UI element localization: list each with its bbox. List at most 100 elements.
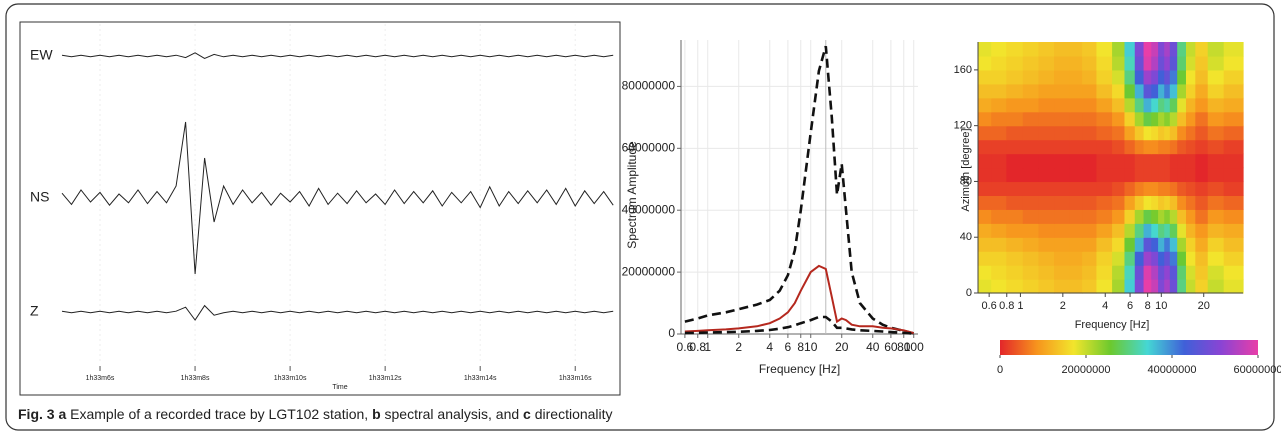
heatmap-cell [1177,251,1187,266]
heatmap-cell [1096,223,1113,238]
heatmap-cell [1134,55,1145,71]
heatmap-cell [1185,139,1196,155]
heatmap-cell [1082,181,1098,196]
heatmap-cell [1069,265,1083,280]
heatmap-cell [1207,55,1225,71]
heatmap-cell [1164,251,1171,266]
heatmap-cell [1054,251,1071,266]
heatmap-cell [1143,139,1152,155]
heatmap-cell [1164,209,1171,224]
heatmap-cell [978,251,992,266]
caption-part: Example of a recorded trace by LGT102 st… [66,406,372,422]
heatmap-cell [991,195,1007,210]
heatmap-cell [1006,223,1024,238]
heatmap-cell [1038,97,1055,113]
heatmap-cell [991,42,1007,57]
heatmap-cell [1124,42,1136,57]
heatmap-cell [1082,139,1098,155]
colorbar-tick-label: 20000000 [1062,364,1111,376]
heatmap-cell [1134,237,1145,252]
heatmap-cell [1134,223,1145,238]
heatmap-cell [1124,195,1136,210]
y-tick-label: 80000000 [622,79,676,93]
heatmap-cell [1207,153,1225,169]
heatmap-cell [1054,209,1071,224]
heatmap-cell [1151,125,1159,141]
heatmap-cell [1195,209,1209,224]
heatmap-cell [1185,83,1196,99]
heatmap-cell [991,83,1007,99]
heatmap-cell [1195,55,1209,71]
x-tick-label: 60 [884,340,898,354]
trace-line [61,304,614,321]
heatmap-cell [1038,167,1055,183]
heatmap-cell [1207,181,1225,196]
heatmap-cell [978,69,992,85]
heatmap-cell [1169,153,1178,169]
heatmap-cell [1054,111,1071,127]
x-tick-label: 0.8 [689,340,706,354]
heatmap-cell [1038,55,1055,71]
heatmap-cell [1223,251,1244,266]
heatmap-cell [1124,237,1136,252]
heatmap-cell [1177,111,1187,127]
heatmap-cell [1143,251,1152,266]
heatmap-cell [1082,265,1098,280]
heatmap-cell [1195,223,1209,238]
x-tick-label: 0.6 [982,300,997,312]
heatmap-cell [1038,195,1055,210]
heatmap-cell [1169,83,1178,99]
heatmap-cell [1223,265,1244,280]
heatmap-cell [1124,181,1136,196]
heatmap-cell [1054,83,1071,99]
heatmap-cell [1223,237,1244,252]
heatmap-cell [1164,111,1171,127]
heatmap-cell [1143,97,1152,113]
heatmap-cell [1082,69,1098,85]
x-tick-label: 20 [1198,300,1210,312]
heatmap-cell [1185,181,1196,196]
x-axis-label: Frequency [Hz] [759,362,840,376]
heatmap-cell [1169,125,1178,141]
x-tick-label: 8 [1145,300,1151,312]
heatmap-cell [1195,139,1209,155]
x-tick-label: 6 [785,340,792,354]
y-tick-label: 40000000 [622,202,676,216]
colorbar-tick-label: 60000000 [1234,364,1281,376]
heatmap-cell [1038,279,1055,294]
heatmap-cell [978,42,992,57]
heatmap-cell [1223,125,1244,141]
heatmap-cell [1006,153,1024,169]
heatmap-cell [1134,181,1145,196]
heatmap-cell [1177,69,1187,85]
heatmap-cell [1022,223,1039,238]
heatmap-cell [1134,139,1145,155]
heatmap-cell [991,69,1007,85]
heatmap-cell [1069,279,1083,294]
heatmap-cell [1112,83,1126,99]
heatmap-cell [1195,195,1209,210]
heatmap-cell [1082,279,1098,294]
heatmap-cell [1164,83,1171,99]
heatmap-cell [1124,139,1136,155]
heatmap-cell [1185,69,1196,85]
heatmap-cell [1134,153,1145,169]
heatmap-cell [1158,279,1165,294]
heatmap-cell [1151,55,1159,71]
x-axis-label: Frequency [Hz] [1075,319,1150,331]
heatmap-cell [1082,237,1098,252]
y-tick-label: 80 [960,175,972,187]
heatmap-cell [1185,265,1196,280]
heatmap-cell [1069,139,1083,155]
heatmap-cell [1195,251,1209,266]
y-tick-label: 0 [966,287,972,299]
heatmap-cell [1022,111,1039,127]
heatmap-cell [1151,209,1159,224]
heatmap-cell [1006,55,1024,71]
heatmap-cell [1143,153,1152,169]
heatmap-cell [1223,139,1244,155]
heatmap-cell [1143,209,1152,224]
x-tick-label: 1h33m6s [86,375,115,382]
y-axis-label: Azimuth [degree] [960,128,972,211]
